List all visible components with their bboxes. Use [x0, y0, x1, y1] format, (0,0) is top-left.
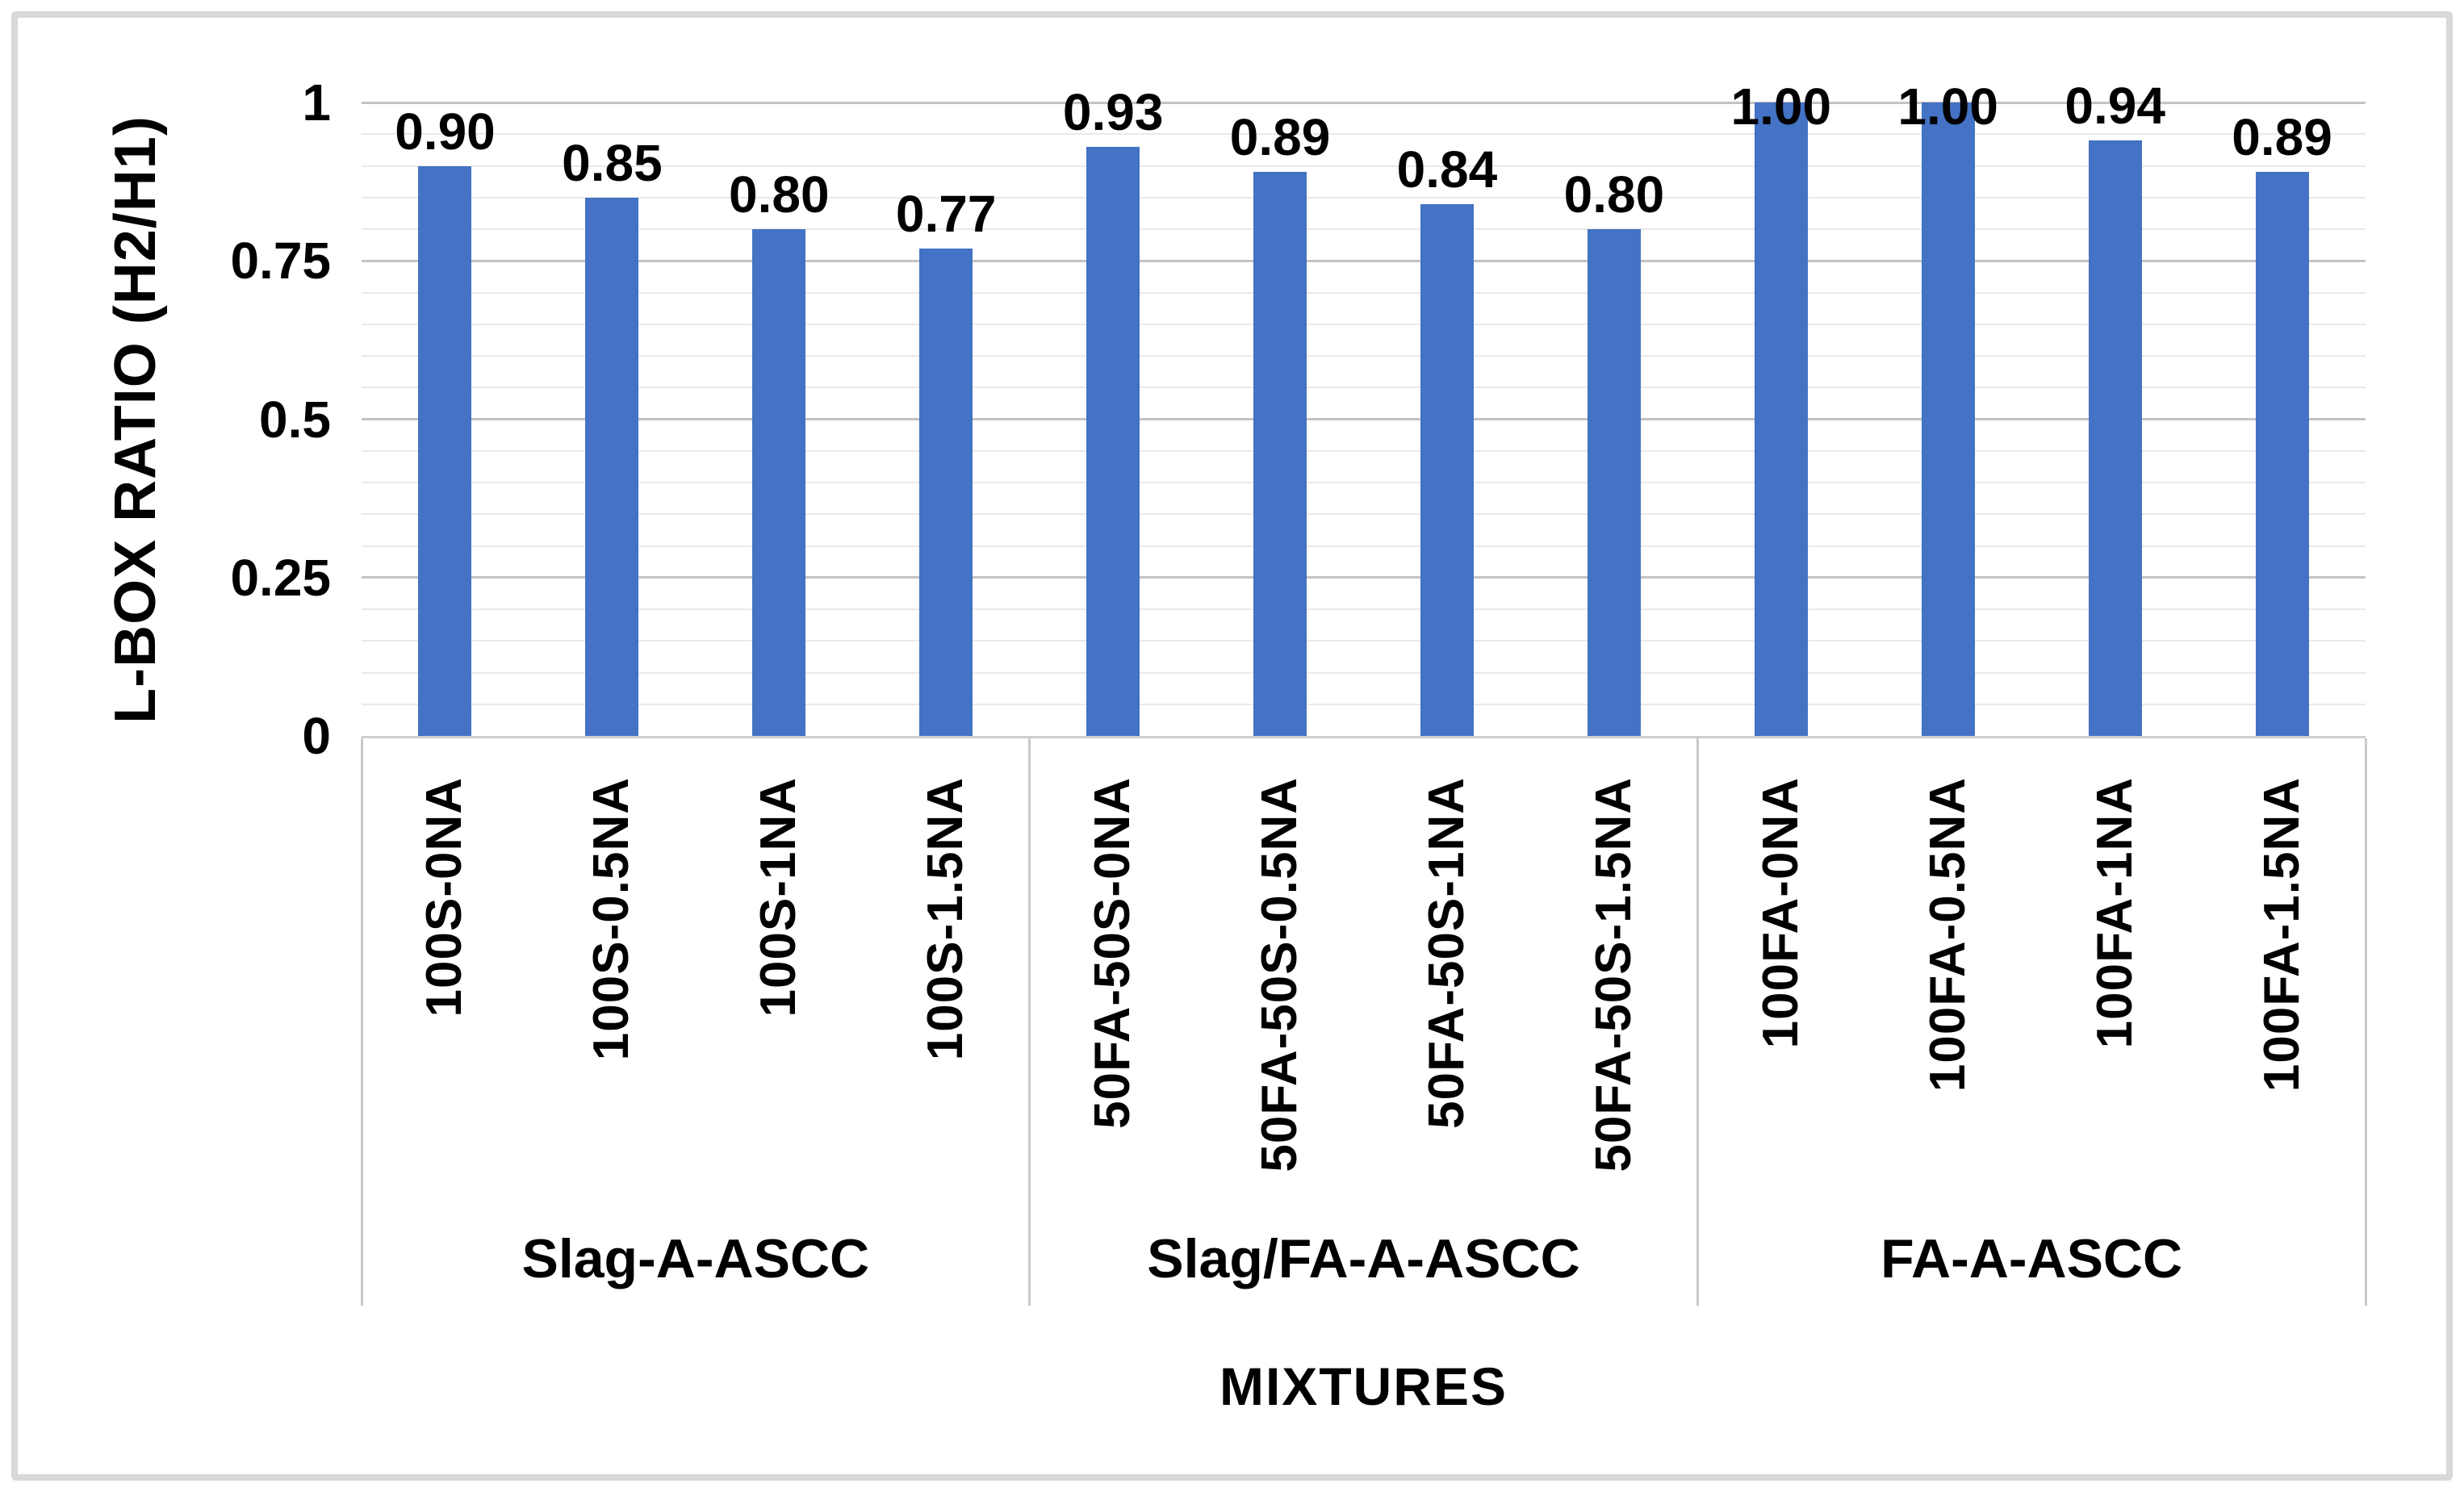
category-label-text: 50FA-50S-0NA [1085, 777, 1141, 1129]
bar-100S-0NA [418, 165, 472, 736]
category-label-100FA-1NA: 100FA-1NA [2086, 777, 2143, 1213]
minor-gridline [362, 228, 2366, 230]
category-label-50FA-50S-1NA: 50FA-50S-1NA [1418, 777, 1475, 1213]
bar-data-label: 0.90 [395, 102, 496, 161]
minor-gridline [362, 703, 2366, 705]
category-label-100S-0.5NA: 100S-0.5NA [584, 777, 640, 1213]
category-label-text: 100S-1.5NA [918, 777, 974, 1061]
category-divider [360, 738, 363, 1306]
minor-gridline [362, 482, 2366, 483]
bar-50FA-50S-1.5NA [1587, 229, 1641, 736]
bar-data-label: 0.85 [562, 133, 663, 192]
category-label-50FA-50S-1.5NA: 50FA-50S-1.5NA [1585, 777, 1642, 1213]
minor-gridline [362, 513, 2366, 516]
minor-gridline [362, 545, 2366, 547]
bar-100FA-0NA [1754, 102, 1808, 736]
category-label-text: 100S-1NA [751, 777, 807, 1018]
y-tick-label-0.25: 0.25 [230, 548, 331, 607]
bar-50FA-50S-1NA [1420, 203, 1474, 736]
minor-gridline [362, 387, 2366, 389]
bar-data-label: 0.89 [2232, 108, 2332, 167]
bar-data-label: 0.84 [1396, 140, 1498, 199]
category-label-100S-1NA: 100S-1NA [751, 777, 807, 1213]
major-gridline [362, 259, 2366, 262]
category-label-100S-1.5NA: 100S-1.5NA [918, 777, 974, 1213]
y-tick-label-1: 1 [302, 73, 331, 132]
minor-gridline [362, 291, 2366, 294]
category-label-text: 100FA-0.5NA [1919, 777, 1976, 1093]
bar-100S-1NA [752, 229, 806, 736]
category-label-text: 50FA-50S-1.5NA [1585, 777, 1642, 1172]
group-label-Slag/FA-A-ASCC: Slag/FA-A-ASCC [1147, 1228, 1580, 1289]
major-gridline [362, 101, 2366, 104]
category-label-text: 100FA-1NA [2086, 777, 2143, 1049]
category-label-50FA-50S-0.5NA: 50FA-50S-0.5NA [1252, 777, 1308, 1213]
major-gridline [362, 576, 2366, 579]
category-label-text: 100FA-1.5NA [2253, 777, 2310, 1093]
minor-gridline [362, 671, 2366, 674]
category-label-text: 50FA-50S-1NA [1418, 777, 1475, 1129]
minor-gridline [362, 323, 2366, 325]
category-label-100FA-0NA: 100FA-0NA [1752, 777, 1809, 1213]
bar-100S-1.5NA [919, 248, 973, 736]
y-tick-label-0.75: 0.75 [230, 232, 331, 290]
category-label-text: 100S-0NA [416, 777, 473, 1018]
category-label-text: 50FA-50S-0.5NA [1252, 777, 1308, 1172]
bar-data-label: 0.80 [1563, 165, 1665, 224]
bar-data-label: 0.77 [895, 184, 997, 243]
bar-data-label: 0.80 [729, 165, 830, 224]
minor-gridline [362, 165, 2366, 167]
category-divider [1696, 738, 1699, 1306]
category-divider [1028, 738, 1031, 1306]
category-divider [2364, 738, 2367, 1306]
category-label-100FA-0.5NA: 100FA-0.5NA [1919, 777, 1976, 1213]
category-label-text: 100FA-0NA [1752, 777, 1809, 1049]
figure-border [11, 11, 2453, 1481]
category-label-100FA-1.5NA: 100FA-1.5NA [2253, 777, 2310, 1213]
major-gridline [362, 418, 2366, 420]
plot-area: 0.90 0.85 0.80 0.77 0.93 0.89 0.84 0.80 1.00 1.00… [362, 79, 2366, 736]
x-axis-title: MIXTURES [1219, 1356, 1508, 1416]
x-axis-line [362, 736, 2366, 738]
group-label-Slag-A-ASCC: Slag-A-ASCC [521, 1228, 870, 1289]
bar-100S-0.5NA [585, 197, 639, 736]
minor-gridline [362, 608, 2366, 610]
bar-data-label: 1.00 [1897, 77, 1998, 136]
bar-50FA-50S-0.5NA [1253, 172, 1307, 736]
minor-gridline [362, 355, 2366, 357]
minor-gridline [362, 449, 2366, 452]
bar-data-label: 0.93 [1062, 82, 1164, 141]
minor-gridline [362, 196, 2366, 199]
bar-100FA-1NA [2088, 140, 2142, 736]
category-label-50FA-50S-0NA: 50FA-50S-0NA [1085, 777, 1141, 1213]
category-label-100S-0NA: 100S-0NA [416, 777, 473, 1213]
bar-data-label: 0.89 [1229, 108, 1331, 167]
y-tick-label-0.5: 0.5 [259, 390, 331, 449]
bar-100FA-0.5NA [1921, 102, 1975, 736]
bar-100FA-1.5NA [2255, 172, 2309, 736]
bar-data-label: 1.00 [1730, 77, 1832, 136]
minor-gridline [362, 133, 2366, 136]
y-tick-label-0: 0 [302, 707, 331, 765]
minor-gridline [362, 640, 2366, 642]
bar-data-label: 0.94 [2064, 77, 2165, 136]
bar-50FA-50S-0NA [1086, 146, 1140, 736]
category-label-text: 100S-0.5NA [584, 777, 640, 1061]
group-label-FA-A-ASCC: FA-A-ASCC [1880, 1228, 2183, 1289]
